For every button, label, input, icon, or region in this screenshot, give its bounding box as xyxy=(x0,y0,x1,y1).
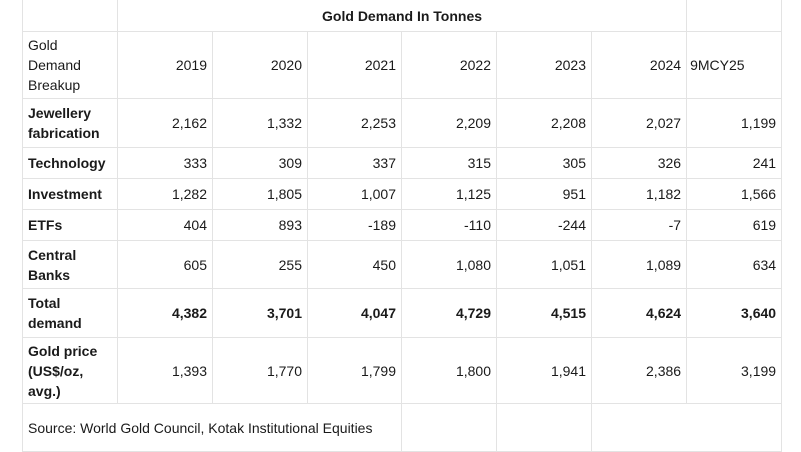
column-header: 2022 xyxy=(401,31,497,99)
table-cell: 634 xyxy=(686,240,783,289)
table-cell: 1,770 xyxy=(212,337,308,404)
table-cell: 309 xyxy=(212,147,308,179)
row-label: Central Banks xyxy=(22,240,118,289)
header-label: Gold Demand Breakup xyxy=(22,31,118,99)
title-row: Gold Demand In Tonnes xyxy=(22,0,783,32)
table-cell: 1,800 xyxy=(401,337,497,404)
table-row: Investment 1,282 1,805 1,007 1,125 951 1,182 1,… xyxy=(22,178,783,210)
source-note: Source: World Gold Council, Kotak Instit… xyxy=(22,403,402,452)
column-header: 2023 xyxy=(496,31,592,99)
source-row: Source: World Gold Council, Kotak Instit… xyxy=(22,403,783,452)
table-cell: 4,515 xyxy=(496,288,592,338)
table-cell: 315 xyxy=(401,147,497,179)
table-cell: 337 xyxy=(307,147,402,179)
row-label: Jewellery fabrication xyxy=(22,98,118,148)
column-header: 2024 xyxy=(590,31,688,99)
row-label: Gold price (US$/oz, avg.) xyxy=(22,337,118,404)
table-cell: 2,253 xyxy=(307,98,402,148)
table-cell: 3,701 xyxy=(212,288,308,338)
table-row: Total demand 4,382 3,701 4,047 4,729 4,515 4,6… xyxy=(22,288,783,338)
empty-cell xyxy=(22,0,118,32)
table-cell: 1,051 xyxy=(496,240,592,289)
table-cell: -7 xyxy=(590,209,688,241)
table-cell: 4,047 xyxy=(307,288,402,338)
table-row: Jewellery fabrication 2,162 1,332 2,253 2,20… xyxy=(22,98,783,148)
table-cell: 1,799 xyxy=(307,337,402,404)
table-cell: 4,729 xyxy=(401,288,497,338)
empty-cell xyxy=(590,403,783,452)
table-row: ETFs 404 893 -189 -110 -244 -7 619 xyxy=(22,209,783,241)
table-cell: 4,382 xyxy=(117,288,213,338)
table-cell: 893 xyxy=(212,209,308,241)
table-cell: 4,624 xyxy=(590,288,688,338)
table-cell: 951 xyxy=(496,178,592,210)
table-cell: 305 xyxy=(496,147,592,179)
table-cell: 1,282 xyxy=(117,178,213,210)
empty-cell xyxy=(686,0,783,32)
table-cell: 619 xyxy=(686,209,783,241)
table-cell: 333 xyxy=(117,147,213,179)
row-label: ETFs xyxy=(22,209,118,241)
table-row: Gold price (US$/oz, avg.) 1,393 1,770 1,799… xyxy=(22,337,783,404)
table-cell: 1,125 xyxy=(401,178,497,210)
row-label: Investment xyxy=(22,178,118,210)
table-title: Gold Demand In Tonnes xyxy=(116,0,688,32)
table-cell: 1,199 xyxy=(686,98,783,148)
table-cell: 1,393 xyxy=(117,337,213,404)
table-cell: 1,805 xyxy=(212,178,308,210)
column-header: 2021 xyxy=(307,31,402,99)
empty-cell xyxy=(496,403,592,452)
table-cell: 2,386 xyxy=(590,337,688,404)
table-cell: 2,027 xyxy=(590,98,688,148)
table-cell: 2,209 xyxy=(401,98,497,148)
table-cell: 1,007 xyxy=(307,178,402,210)
table-cell: -110 xyxy=(401,209,497,241)
table-row: Central Banks 605 255 450 1,080 1,051 1,089 634 xyxy=(22,240,783,289)
header-row: Gold Demand Breakup 2019 2020 2021 2022 … xyxy=(22,31,783,99)
table-cell: 1,566 xyxy=(686,178,783,210)
table-cell: -244 xyxy=(496,209,592,241)
column-header: 2019 xyxy=(117,31,213,99)
column-header: 9MCY25 xyxy=(686,31,783,99)
table-cell: 326 xyxy=(590,147,688,179)
table-cell: 1,080 xyxy=(401,240,497,289)
row-label: Technology xyxy=(22,147,118,179)
table-cell: 1,182 xyxy=(590,178,688,210)
table-cell: 2,208 xyxy=(496,98,592,148)
table-cell: 3,199 xyxy=(686,337,783,404)
table-cell: 450 xyxy=(307,240,402,289)
row-label: Total demand xyxy=(22,288,118,338)
table-cell: 1,941 xyxy=(496,337,592,404)
table-cell: 404 xyxy=(117,209,213,241)
table-cell: 605 xyxy=(117,240,213,289)
table-cell: 1,089 xyxy=(590,240,688,289)
table-cell: 3,640 xyxy=(686,288,783,338)
column-header: 2020 xyxy=(212,31,308,99)
table-row: Technology 333 309 337 315 305 326 241 xyxy=(22,147,783,179)
table-cell: 241 xyxy=(686,147,783,179)
table-cell: 255 xyxy=(212,240,308,289)
table-cell: -189 xyxy=(307,209,402,241)
gold-demand-table: Gold Demand In Tonnes Gold Demand Breaku… xyxy=(22,0,783,452)
table-cell: 1,332 xyxy=(212,98,308,148)
empty-cell xyxy=(401,403,497,452)
table-cell: 2,162 xyxy=(117,98,213,148)
